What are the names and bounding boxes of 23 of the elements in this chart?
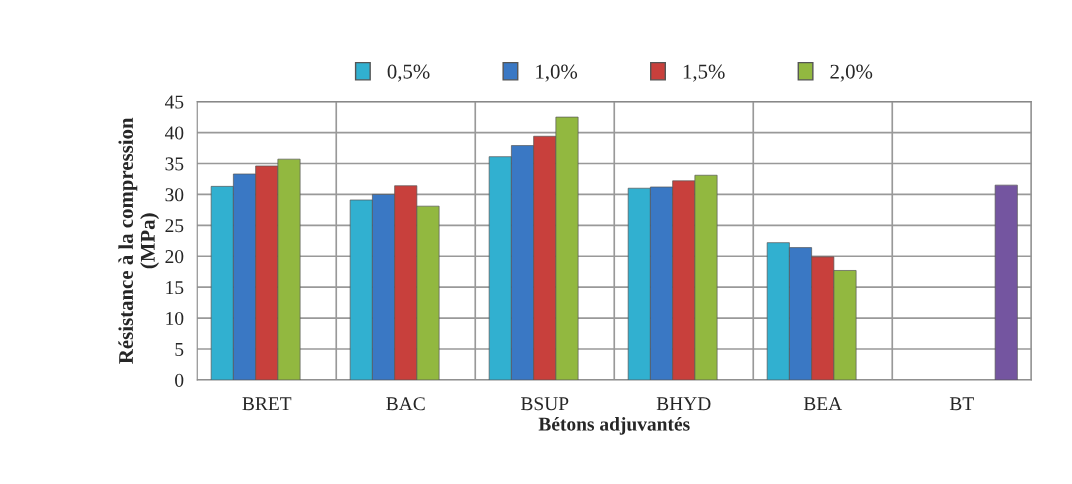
x-tick-label: BRET xyxy=(242,397,292,411)
y-tick-label: 0 xyxy=(175,373,184,387)
legend-label: 1,5% xyxy=(683,64,725,82)
legend-label: 2,0% xyxy=(830,64,873,82)
legend-label: 0,5% xyxy=(387,64,430,82)
y-tick-label: 25 xyxy=(165,219,184,233)
x-tick-label: BT xyxy=(949,397,974,411)
legend-label: 1,0% xyxy=(536,64,578,82)
x-tick-label: BHYD xyxy=(656,397,711,411)
x-tick-label: BEA xyxy=(803,397,843,411)
x-tick-label: BAC xyxy=(386,397,425,411)
y-tick-label: 40 xyxy=(164,126,184,140)
y-tick-label: 30 xyxy=(165,188,184,202)
y-tick-label: 10 xyxy=(166,311,184,326)
y-tick-label: 45 xyxy=(164,95,184,109)
x-tick-label: BSUP xyxy=(520,397,569,411)
y-tick-label: 15 xyxy=(166,281,184,295)
y-axis-title: Résistance à la compression (MPa) xyxy=(118,117,160,364)
y-tick-label: 35 xyxy=(165,157,184,171)
bar xyxy=(994,184,1018,380)
y-tick-label: 5 xyxy=(175,343,184,356)
y-tick-label: 20 xyxy=(165,250,184,264)
x-axis-title: Bétons adjuvantés xyxy=(538,417,690,435)
